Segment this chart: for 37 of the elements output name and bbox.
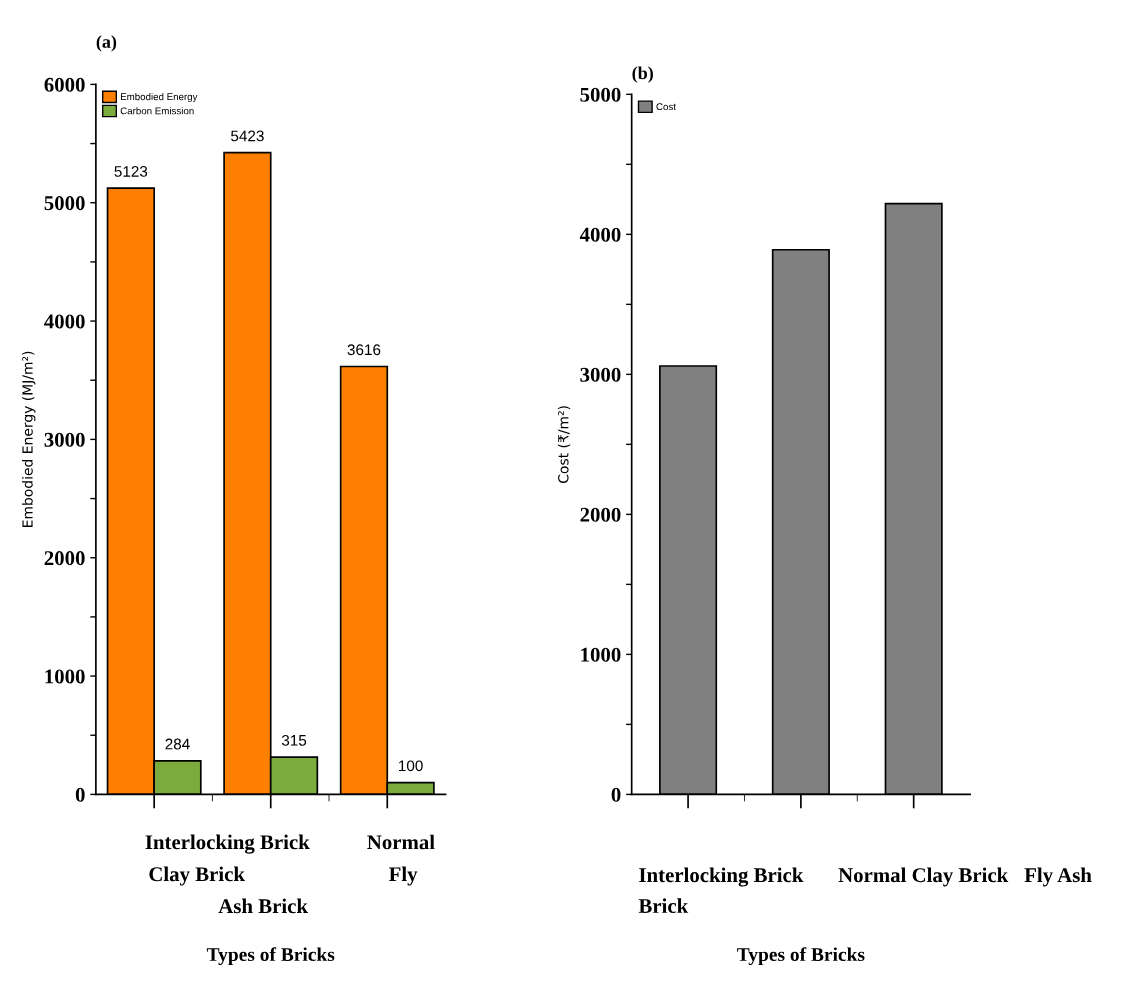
text: Interlocking Brick bbox=[145, 834, 310, 854]
y-tick-label: 0 bbox=[611, 787, 621, 802]
data-label: 315 bbox=[281, 734, 307, 746]
text: Ash Brick bbox=[218, 898, 308, 914]
y-tick-label: 1000 bbox=[45, 669, 85, 684]
y-tick-label: 2000 bbox=[580, 507, 621, 522]
legend-label: Embodied Energy bbox=[120, 93, 198, 103]
y-tick-label: 0 bbox=[75, 787, 85, 802]
y-tick-label: 2000 bbox=[44, 551, 85, 566]
y-tick-label: 5000 bbox=[44, 196, 85, 211]
x-axis-title: Types of Bricks bbox=[737, 947, 865, 966]
y-axis-title: Embodied Energy (MJ/m²) bbox=[22, 351, 36, 527]
chart-title: (a) bbox=[96, 35, 117, 52]
data-label: 5123 bbox=[114, 166, 148, 177]
y-axis-title: Cost (₹/m²) bbox=[557, 406, 571, 483]
x-axis-title: Types of Bricks bbox=[206, 947, 335, 966]
y-tick-label: 6000 bbox=[44, 77, 85, 92]
data-label: 284 bbox=[165, 738, 190, 750]
y-tick-label: 3000 bbox=[44, 432, 85, 447]
data-label: 100 bbox=[399, 760, 423, 772]
legend-label: Cost bbox=[656, 103, 676, 111]
text: Brick bbox=[638, 898, 689, 914]
text: Interlocking Brick bbox=[639, 867, 804, 887]
text: Clay Brick bbox=[149, 866, 245, 886]
y-tick-label: 4000 bbox=[579, 227, 621, 242]
y-tick-label: 3000 bbox=[580, 367, 621, 382]
text: Fly Ash bbox=[1024, 867, 1092, 887]
y-tick-label: 1000 bbox=[581, 647, 621, 662]
data-label: 5423 bbox=[231, 130, 264, 142]
y-tick-label: 4000 bbox=[44, 314, 85, 329]
legend-label: Carbon Emission bbox=[120, 107, 194, 115]
text: Normal bbox=[367, 834, 435, 850]
data-label: 3616 bbox=[347, 344, 381, 356]
text: Normal Clay Brick bbox=[838, 867, 1009, 887]
y-tick-label: 5000 bbox=[580, 87, 621, 102]
chart-title: (b) bbox=[632, 66, 653, 83]
text: Fly bbox=[389, 866, 418, 886]
